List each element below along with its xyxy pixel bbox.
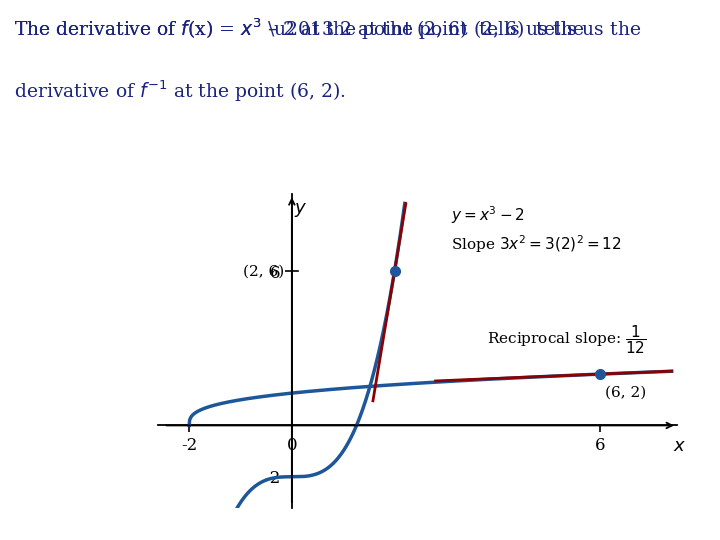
Text: The derivative of $f$(x) = $x^3$ – 2 at the point (2, 6)  tells us the: The derivative of $f$(x) = $x^3$ – 2 at … [14,16,585,42]
Text: derivative of $f^{-1}$ at the point (6, 2).: derivative of $f^{-1}$ at the point (6, … [14,78,346,104]
Text: Slope $3x^2 = 3(2)^2 = 12$: Slope $3x^2 = 3(2)^2 = 12$ [451,233,622,254]
Text: (2, 6): (2, 6) [243,265,284,279]
Text: $x$: $x$ [673,437,686,455]
Text: Reciprocal slope: $\dfrac{1}{12}$: Reciprocal slope: $\dfrac{1}{12}$ [487,323,647,355]
Text: The derivative of $f$(x) = $x^3$ \u2013 2 at the point (2, 6)  tells us the: The derivative of $f$(x) = $x^3$ \u2013 … [14,16,642,42]
Text: $y$: $y$ [294,201,307,219]
Text: (6, 2): (6, 2) [605,386,646,400]
Text: $y = x^3 - 2$: $y = x^3 - 2$ [451,205,525,226]
